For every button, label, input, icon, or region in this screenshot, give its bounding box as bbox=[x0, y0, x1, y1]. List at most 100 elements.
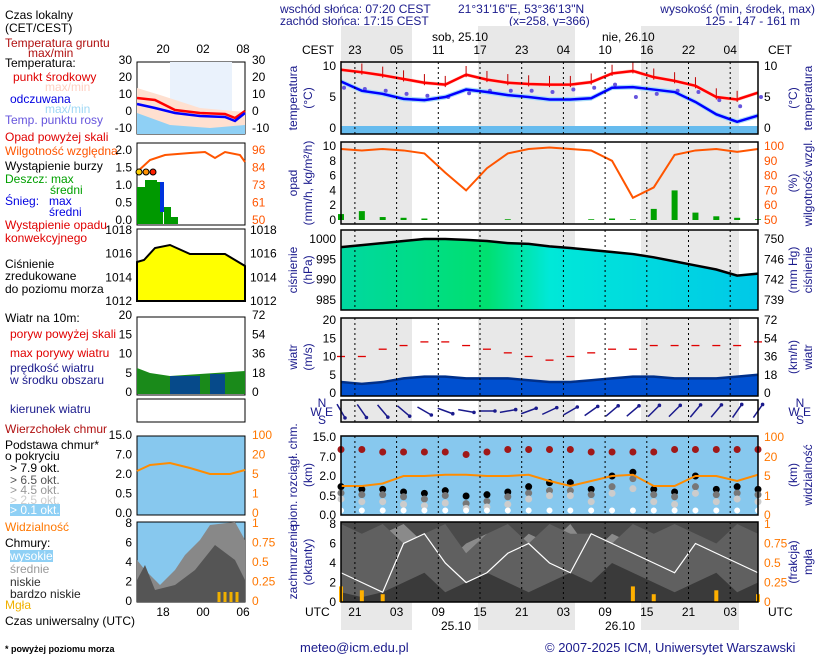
visibility-axis-title: (km) bbox=[786, 463, 800, 487]
inset-local-hour: 02 bbox=[196, 42, 210, 56]
inset-precip-axis-label: 0.0 bbox=[115, 213, 132, 227]
legend-pressure-1: Ciśnienie bbox=[5, 257, 55, 271]
wind-direction-arrow bbox=[376, 404, 389, 418]
wind-direction-arrowhead bbox=[450, 411, 455, 416]
inset-visibility-axis-label: 0 bbox=[252, 506, 259, 520]
cloud-base-dot-mid bbox=[629, 475, 637, 483]
local-hour-label: 16 bbox=[640, 43, 654, 57]
cloud-base-dot-mid bbox=[504, 493, 512, 501]
inset-fog-axis-label: 0.25 bbox=[252, 575, 276, 589]
wind-direction-arrowhead bbox=[493, 409, 497, 413]
contact-email[interactable]: meteo@icm.edu.pl bbox=[300, 640, 409, 655]
cloud-base-dot-mid bbox=[733, 489, 741, 497]
precip-bar bbox=[400, 217, 407, 220]
humidity-axis-label: 90 bbox=[764, 154, 778, 168]
precip-axis-label: 6 bbox=[329, 169, 336, 183]
temp-axis-title-right: (°C) bbox=[786, 87, 800, 108]
legend-local-time-zone: (CET/CEST) bbox=[5, 21, 73, 35]
cloud-base-dot-light bbox=[566, 492, 574, 500]
inset-wind-axis-label: 10 bbox=[119, 347, 133, 361]
precip-axis-label: 0 bbox=[329, 213, 336, 227]
cloud-base-dot-light bbox=[379, 498, 387, 506]
fog-bar bbox=[714, 590, 719, 602]
wind-direction-arrowhead bbox=[364, 415, 369, 420]
dew-point-dot bbox=[467, 91, 472, 96]
inset-precip-axis-label: 0.5 bbox=[115, 196, 132, 210]
dew-point-dot bbox=[613, 82, 618, 87]
cloud-base-dot-thin bbox=[358, 507, 365, 514]
wind-direction-arrowhead bbox=[575, 405, 580, 409]
humidity-axis-title: (%) bbox=[786, 174, 800, 193]
copyright: © 2007-2025 ICM, Uniwersytet Warszawski bbox=[545, 640, 796, 655]
pressure-mmhg-title: ciśnienie bbox=[801, 246, 815, 293]
wind-direction-arrowhead bbox=[534, 406, 538, 411]
temp-axis-label-right: 5 bbox=[764, 90, 771, 104]
legend-fog: Mgła bbox=[5, 598, 32, 612]
inset-humidity-axis-label: 84 bbox=[252, 161, 266, 175]
cloud-base-dot-mid bbox=[358, 491, 366, 499]
legend-snow-max: max bbox=[49, 194, 72, 208]
wind-direction-arrowhead bbox=[760, 402, 765, 407]
night-band-bottom bbox=[341, 602, 412, 630]
pressure-axis-title: (hPa) bbox=[301, 255, 315, 284]
local-hour-label: 05 bbox=[390, 43, 404, 57]
legend-okt-79: > 7.9 okt. bbox=[10, 461, 60, 475]
legend-cloud-top: Wierzchołek chmur bbox=[5, 422, 108, 436]
wind-axis-label: 5 bbox=[329, 368, 336, 382]
humidity-line bbox=[340, 146, 759, 200]
wind-axis-label: 20 bbox=[323, 313, 337, 327]
cloud-axis-label: 15.0 bbox=[313, 430, 337, 444]
inset-fog-axis-label: 0.5 bbox=[252, 555, 269, 569]
utc-left-label: UTC bbox=[305, 605, 330, 619]
wind-direction-arrow bbox=[647, 404, 660, 418]
cover-axis-label: 0 bbox=[329, 595, 336, 609]
inset-felt-range bbox=[137, 113, 245, 134]
wind-axis-label: 10 bbox=[323, 350, 337, 364]
humidity-axis-title: wilgotność wzgl. bbox=[801, 140, 815, 228]
cloud-base-dot bbox=[566, 479, 574, 487]
wind-axis-label: 0 bbox=[329, 386, 336, 400]
inset-temp-axis-label-right: 0 bbox=[252, 104, 259, 118]
legend-ground-temp-mm: max/min bbox=[28, 46, 74, 60]
legend-storm: Wystąpienie burzy bbox=[5, 159, 103, 173]
inset-fog-axis-label: 1 bbox=[252, 516, 259, 530]
sunset-text: zachód słońca: 17:15 CEST bbox=[280, 14, 429, 28]
cloud-top-dot bbox=[587, 448, 595, 456]
pressure-axis-title: ciśnienie bbox=[286, 246, 300, 293]
precip-bar bbox=[671, 190, 678, 220]
legend-visibility: Widzialność bbox=[5, 520, 70, 534]
inset-temp-axis-label-right: 10 bbox=[252, 87, 266, 101]
pressure-axis-label: 995 bbox=[316, 252, 336, 266]
precip-axis-label: 10 bbox=[323, 139, 337, 153]
cloud-top-dot bbox=[566, 446, 574, 453]
inset-cover-axis-label: 2 bbox=[125, 575, 132, 589]
cloud-base-dot-light bbox=[441, 499, 449, 507]
legend-felt: odczuwana bbox=[10, 92, 71, 106]
cloud-base-dot-thin bbox=[421, 507, 428, 514]
night-band bbox=[341, 142, 412, 224]
wind-direction-arrowhead bbox=[698, 403, 703, 407]
pressure-mmhg-label: 742 bbox=[764, 273, 784, 287]
cloud-base-dot-thin bbox=[588, 507, 595, 514]
local-hour-label: 17 bbox=[473, 43, 487, 57]
wind-direction-arrowhead bbox=[343, 416, 347, 420]
compass-label-right: W bbox=[788, 405, 800, 419]
cloud-base-dot-light bbox=[358, 498, 366, 506]
utc-hour-label: 21 bbox=[682, 605, 696, 619]
wind-kmh-title: (km/h) bbox=[786, 340, 800, 374]
inset-cover-axis-label: 8 bbox=[125, 516, 132, 530]
day-label-2: nie, 26.10 bbox=[602, 30, 655, 44]
fog-bar bbox=[380, 594, 385, 602]
inset-utc-hour: 06 bbox=[236, 605, 250, 619]
wind-direction-arrowhead bbox=[616, 404, 620, 408]
legend-mid-mm: max/min bbox=[45, 80, 91, 94]
cover-axis-label: 8 bbox=[329, 517, 336, 531]
dew-point-dot bbox=[654, 91, 659, 96]
wind-direction-arrow bbox=[605, 405, 619, 417]
utc-hour-label: 09 bbox=[598, 605, 612, 619]
fog-axis-title: (frakcja) bbox=[786, 540, 800, 583]
wind-direction-arrow bbox=[458, 408, 475, 414]
legend-clouds: Chmury: bbox=[5, 536, 51, 550]
inset-utc-hour: 00 bbox=[196, 605, 210, 619]
inset-pressure-axis-label: 1014 bbox=[105, 270, 132, 284]
